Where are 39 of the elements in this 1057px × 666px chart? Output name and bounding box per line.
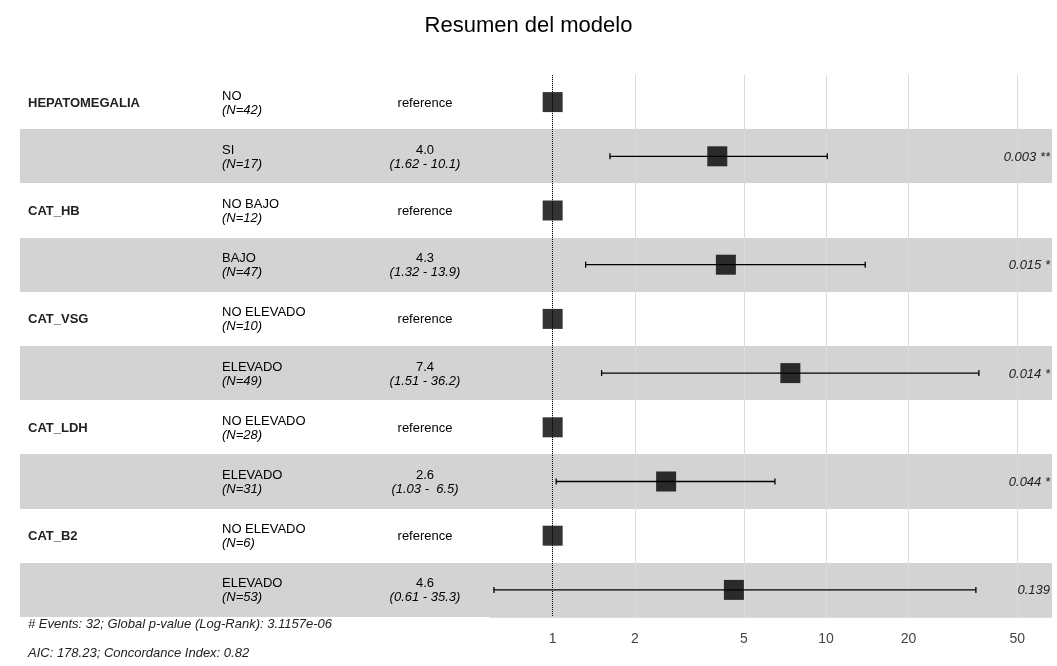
text: 4.3 (1.32 - 13.9) — [389, 250, 461, 280]
x-tick-label: 10 — [818, 630, 835, 646]
text: reference — [397, 94, 453, 110]
text: 4.6 (0.61 - 35.3) — [389, 575, 461, 605]
x-tick-label: 20 — [900, 630, 917, 646]
text: ELEVADO (N=31) — [222, 467, 283, 496]
text: SI (N=17) — [222, 141, 263, 171]
text: NO ELEVADO (N=6) — [222, 521, 306, 551]
text: CAT_HB — [28, 203, 80, 218]
text: CAT_B2 — [28, 528, 78, 544]
text: ELEVADO (N=53) — [222, 575, 283, 605]
text: CAT_VSG — [28, 311, 89, 327]
text: reference — [397, 528, 453, 544]
text: CAT_LDH — [28, 419, 88, 435]
x-tick-label: 5 — [739, 630, 748, 646]
x-tick-label: 2 — [631, 630, 640, 646]
text: ELEVADO (N=49) — [222, 358, 283, 388]
annotation: 0.015 * — [1008, 257, 1051, 273]
annotation: 0.044 * — [1008, 474, 1051, 489]
text: AIC: 178.23; Concordance Index: 0.82 — [27, 644, 250, 660]
text: reference — [397, 419, 453, 435]
text: 2.6 (1.03 - 6.5) — [391, 467, 459, 496]
text: NO ELEVADO (N=28) — [222, 412, 306, 442]
text: 7.4 (1.51 - 36.2) — [389, 358, 461, 388]
x-tick-label: 50 — [1009, 630, 1026, 646]
annotation: 0.139 — [1017, 582, 1050, 598]
text: BAJO (N=47) — [222, 250, 263, 280]
text: NO BAJO (N=12) — [222, 196, 280, 225]
annotation: 0.014 * — [1008, 365, 1051, 381]
annotation: 0.003 ** — [1003, 148, 1051, 164]
text: NO (N=42) — [222, 87, 263, 117]
text: reference — [397, 311, 453, 327]
text: # Events: 32; Global p-value (Log-Rank): 3.1157e-06 — [28, 615, 333, 631]
text: reference — [397, 203, 453, 218]
x-tick-label: 1 — [548, 630, 557, 646]
text: 4.0 (1.62 - 10.1) — [389, 141, 461, 171]
chart-title: Resumen del modelo — [424, 11, 633, 37]
text: HEPATOMEGALIA — [28, 94, 141, 110]
text: NO ELEVADO (N=10) — [222, 304, 306, 334]
